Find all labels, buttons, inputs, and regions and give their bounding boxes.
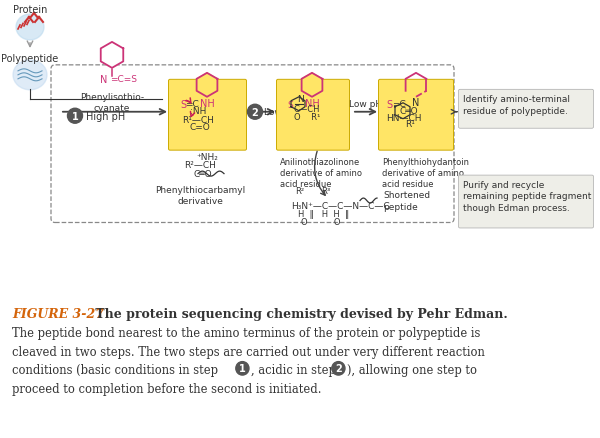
Text: HN—CH: HN—CH [386,114,421,123]
Text: 1: 1 [71,112,79,121]
Text: =C: =C [185,100,199,109]
Text: High pH: High pH [86,112,125,121]
Text: Polypeptide: Polypeptide [1,54,59,64]
Text: cleaved in two steps. The two steps are carried out under very different reactio: cleaved in two steps. The two steps are … [12,345,485,358]
Text: Identify amino-terminal
residue of polypeptide.: Identify amino-terminal residue of polyp… [463,95,570,115]
Text: Protein: Protein [13,5,47,15]
Text: Phenylisothio-
cyanate: Phenylisothio- cyanate [80,92,144,113]
Text: R¹: R¹ [405,120,415,129]
Circle shape [236,362,249,375]
Text: The protein sequencing chemistry devised by Pehr Edman.: The protein sequencing chemistry devised… [91,307,508,321]
Text: 2: 2 [251,107,259,117]
Text: C═O: C═O [193,169,212,178]
Text: N: N [297,95,304,104]
Polygon shape [302,74,322,98]
Polygon shape [101,43,123,69]
Text: FIGURE 3-27: FIGURE 3-27 [12,307,104,321]
Text: O    R¹: O R¹ [294,113,320,122]
Text: Low pH: Low pH [349,99,383,109]
Ellipse shape [16,15,44,41]
Text: R²: R² [295,186,304,195]
Text: C=O: C=O [190,123,211,132]
FancyBboxPatch shape [458,90,593,129]
Text: N: N [412,98,419,108]
Text: R³: R³ [321,186,330,195]
Text: Purify and recycle
remaining peptide fragment
though Edman process.: Purify and recycle remaining peptide fra… [463,180,592,213]
Text: 1: 1 [239,364,246,374]
Circle shape [67,109,83,124]
FancyBboxPatch shape [169,80,247,151]
Text: O          O: O O [301,217,341,226]
FancyBboxPatch shape [277,80,349,151]
Text: :NH: :NH [190,107,206,116]
Text: The peptide bond nearest to the amino terminus of the protein or polypeptide is: The peptide bond nearest to the amino te… [12,326,481,339]
Text: S: S [287,101,293,110]
Text: C—CH: C—CH [294,105,320,114]
Text: Phenylthiohydantoin
derivative of amino
acid residue: Phenylthiohydantoin derivative of amino … [382,157,469,188]
Text: =C: =C [392,100,406,109]
Text: R¹—CH: R¹—CH [182,116,214,125]
Text: =C=S: =C=S [110,75,137,84]
Text: NH: NH [305,99,319,109]
Text: N: N [100,74,107,85]
Text: S: S [180,99,186,110]
Text: S: S [386,99,392,110]
Text: Phenylthiocarbamyl
derivative: Phenylthiocarbamyl derivative [155,185,245,205]
Text: proceed to completion before the second is initiated.: proceed to completion before the second … [12,382,322,395]
Text: C═O: C═O [400,107,419,116]
Text: ), allowing one step to: ), allowing one step to [347,364,478,376]
Ellipse shape [13,61,47,91]
Text: NH: NH [200,99,214,109]
Text: ⁺NH₂: ⁺NH₂ [196,152,218,161]
Circle shape [248,105,263,120]
Text: , acidic in step: , acidic in step [251,364,340,376]
Text: Anilinothiazolinone
derivative of amino
acid residue: Anilinothiazolinone derivative of amino … [280,157,362,188]
Text: R²—CH: R²—CH [184,160,216,169]
Text: H₃N⁺—C—C—N—C—C: H₃N⁺—C—C—N—C—C [291,201,389,210]
Circle shape [332,362,345,375]
FancyBboxPatch shape [379,80,454,151]
Text: conditions (basic conditions in step: conditions (basic conditions in step [12,364,221,376]
FancyBboxPatch shape [458,176,593,229]
Text: Shortened
peptide: Shortened peptide [383,191,430,211]
Text: H  ‖   H  H  ‖: H ‖ H H ‖ [298,209,349,218]
Polygon shape [197,74,217,98]
Text: 2: 2 [335,364,342,374]
Text: Low pH: Low pH [264,108,297,117]
